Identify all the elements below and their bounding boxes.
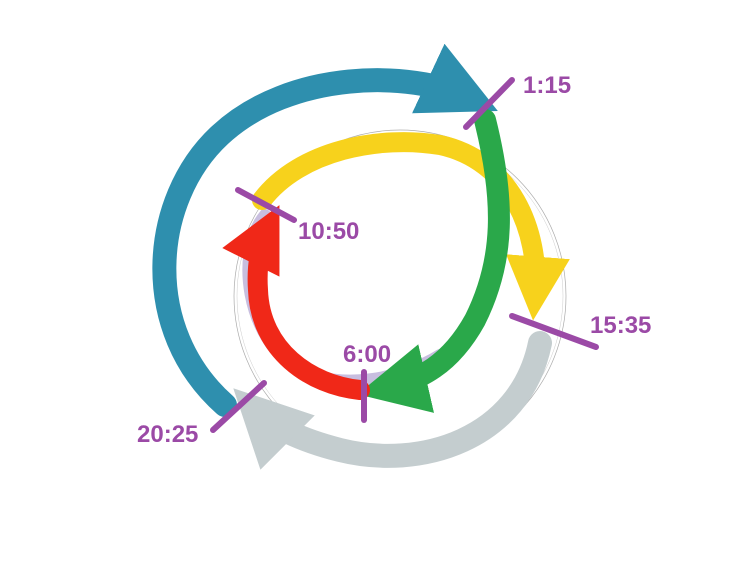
time-label-1-15: 1:15 [523,72,571,99]
time-label-10-50: 10:50 [298,218,359,245]
tick-mark-15-35 [509,313,599,350]
red-arrow-arc [222,205,370,400]
time-label-15-35: 15:35 [590,312,651,339]
yellow-arrow-arc [252,132,570,321]
green-arrow-arc [357,109,510,413]
blue-arrow-arc [152,43,498,417]
time-label-6-00: 6:00 [343,341,391,368]
tick-mark-20-25 [210,380,267,433]
time-label-20-25: 20:25 [137,421,198,448]
grey-arrow-arc [233,331,552,470]
tick-mark-1-15 [463,77,515,130]
tick-mark-10-50 [235,187,297,223]
